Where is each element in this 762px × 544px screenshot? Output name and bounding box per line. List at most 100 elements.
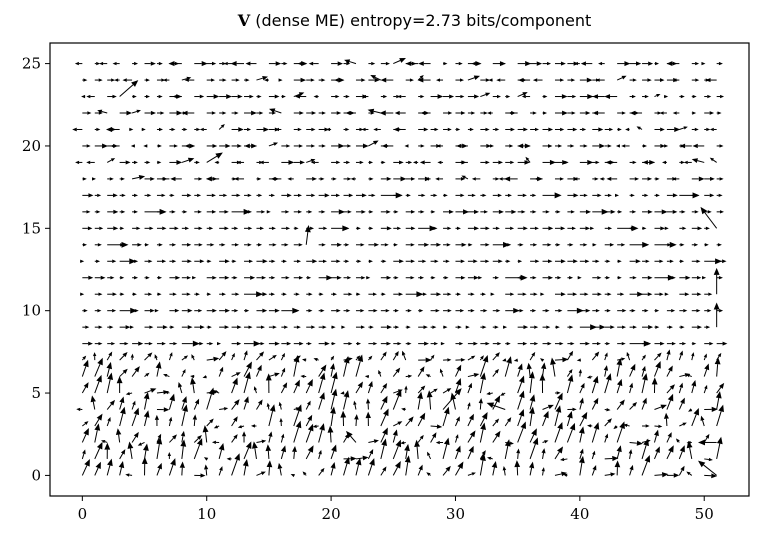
quiver-arrow — [306, 341, 312, 346]
quiver-arrow — [231, 292, 240, 296]
quiver-arrow — [418, 259, 427, 263]
quiver-arrow — [368, 210, 374, 214]
quiver-arrow — [343, 94, 350, 99]
quiver-arrow — [672, 111, 680, 115]
quiver-arrow — [231, 193, 241, 198]
quiver-arrow — [605, 160, 618, 165]
quiver-arrow — [211, 440, 220, 445]
quiver-arrow — [281, 243, 289, 247]
quiver-arrow — [529, 461, 535, 476]
quiver-arrow — [355, 341, 362, 346]
quiver-arrow — [293, 160, 305, 165]
quiver-arrow — [331, 177, 337, 181]
quiver-arrow — [181, 292, 191, 296]
quiver-arrow — [144, 308, 155, 313]
quiver-arrow — [280, 445, 287, 460]
quiver-arrow — [206, 193, 216, 198]
quiver-arrow — [330, 462, 336, 476]
quiver-arrow — [579, 209, 592, 214]
quiver-arrow — [504, 356, 512, 377]
quiver-arrow — [455, 78, 465, 82]
quiver-arrow — [132, 61, 139, 66]
quiver-arrow — [355, 209, 366, 214]
quiver-arrow — [487, 111, 493, 115]
quiver-arrow — [592, 127, 604, 132]
quiver-arrow — [455, 259, 466, 264]
quiver-arrow — [318, 111, 326, 115]
quiver-arrow — [366, 276, 371, 280]
quiver-arrow — [579, 292, 589, 296]
quiver-arrow — [586, 375, 593, 379]
quiver-arrow — [592, 177, 599, 181]
quiver-arrow — [129, 127, 134, 132]
quiver-arrow — [168, 352, 173, 361]
quiver-arrow — [579, 144, 588, 148]
quiver-arrow — [542, 410, 549, 427]
quiver-arrow — [534, 177, 543, 181]
quiver-arrow-notable — [698, 460, 717, 476]
quiver-arrow — [355, 143, 369, 149]
quiver-arrow — [380, 438, 387, 460]
quiver-arrow — [502, 466, 507, 476]
quiver-arrow — [97, 109, 108, 114]
quiver-arrow — [343, 193, 354, 198]
quiver-arrow-notable — [442, 388, 462, 410]
quiver-arrow — [206, 308, 217, 313]
quiver-arrow — [194, 292, 200, 296]
quiver-arrow — [417, 412, 426, 427]
quiver-arrow — [405, 177, 416, 181]
quiver-arrow — [380, 77, 394, 83]
quiver-arrow — [467, 226, 480, 231]
quiver-arrow — [81, 382, 89, 394]
quiver-arrow — [380, 309, 390, 313]
quiver-arrow — [455, 61, 463, 66]
quiver-arrow — [716, 309, 724, 313]
quiver-arrow — [293, 127, 302, 132]
quiver-arrow — [554, 405, 562, 427]
quiver-arrow — [190, 374, 195, 379]
quiver-arrow — [119, 406, 126, 427]
quiver-arrow — [666, 445, 674, 460]
quiver-arrow — [505, 160, 515, 165]
quiver-arrow — [144, 110, 157, 116]
quiver-arrow — [219, 111, 227, 115]
quiver-arrow — [567, 144, 575, 148]
quiver-arrow — [268, 308, 280, 313]
quiver-arrow — [270, 176, 282, 181]
quiver-arrow — [592, 110, 605, 116]
quiver-arrow — [206, 275, 217, 280]
quiver-arrow — [542, 259, 553, 264]
quiver-arrow — [132, 242, 142, 247]
quiver-arrow — [679, 160, 685, 165]
quiver-arrow — [244, 226, 253, 230]
quiver-arrow — [642, 275, 653, 280]
quiver-arrow — [393, 127, 406, 132]
quiver-arrow — [266, 402, 271, 410]
quiver-arrow — [131, 174, 146, 180]
quiver-arrow — [592, 94, 605, 99]
quiver-arrow — [405, 61, 419, 66]
quiver-arrow — [132, 160, 138, 165]
quiver-arrow — [119, 396, 125, 410]
quiver-arrow — [480, 309, 488, 313]
quiver-arrow — [281, 94, 286, 99]
quiver-arrow — [92, 177, 97, 181]
quiver-arrow — [604, 243, 615, 247]
quiver-arrow — [642, 94, 649, 99]
quiver-arrow — [169, 144, 178, 148]
quiver-arrow — [579, 226, 591, 231]
quiver-arrow — [318, 292, 324, 296]
quiver-arrow — [343, 390, 350, 410]
quiver-arrow — [579, 448, 584, 460]
quiver-arrow — [181, 275, 192, 280]
quiver-arrow — [496, 78, 506, 82]
quiver-arrow — [318, 210, 326, 214]
quiver-arrow — [340, 410, 347, 427]
quiver-arrow — [613, 425, 618, 430]
quiver-arrow — [405, 193, 411, 198]
quiver-arrow — [579, 259, 590, 264]
quiver-arrow — [629, 401, 638, 410]
quiver-arrow — [579, 193, 588, 198]
quiver-arrow — [705, 77, 717, 83]
quiver-arrow — [130, 144, 135, 148]
